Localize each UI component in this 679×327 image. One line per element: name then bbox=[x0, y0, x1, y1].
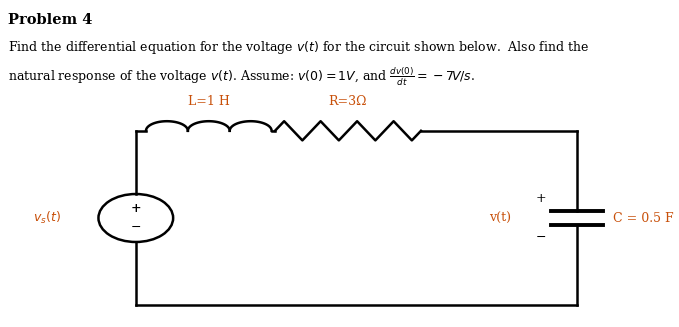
Text: R=3Ω: R=3Ω bbox=[329, 95, 367, 108]
Text: −: − bbox=[130, 221, 141, 234]
Text: v(t): v(t) bbox=[489, 212, 511, 225]
Text: Problem 4: Problem 4 bbox=[8, 13, 92, 27]
Text: $v_s(t)$: $v_s(t)$ bbox=[33, 210, 61, 226]
Text: natural response of the voltage $v(t)$. Assume: $v(0) = 1V$, and $\frac{dv(0)}{d: natural response of the voltage $v(t)$. … bbox=[8, 65, 475, 88]
Text: C = 0.5 F: C = 0.5 F bbox=[613, 212, 674, 225]
Text: +: + bbox=[130, 202, 141, 215]
Text: +: + bbox=[536, 192, 547, 205]
Text: L=1 H: L=1 H bbox=[188, 95, 230, 108]
Text: Find the differential equation for the voltage $v(t)$ for the circuit shown belo: Find the differential equation for the v… bbox=[8, 39, 589, 56]
Text: −: − bbox=[536, 231, 547, 244]
